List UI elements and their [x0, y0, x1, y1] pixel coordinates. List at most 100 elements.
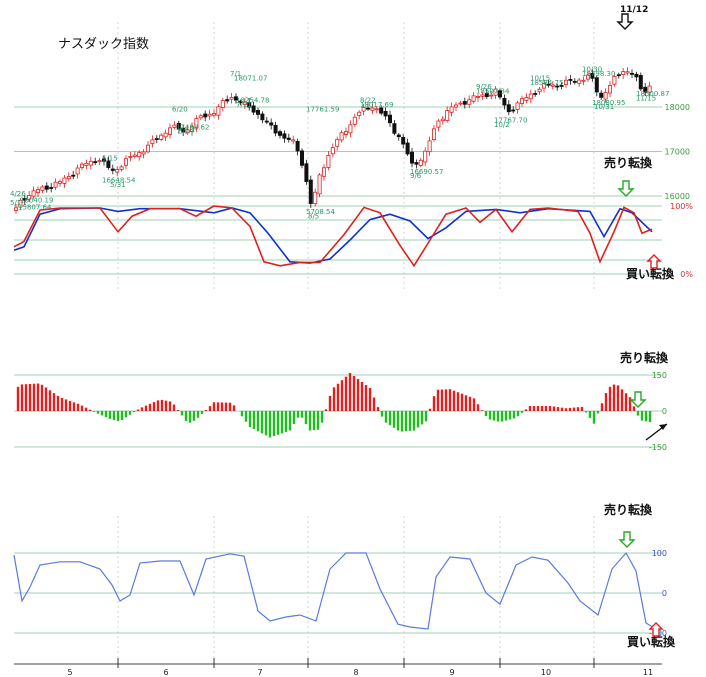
candle-body	[427, 140, 432, 153]
candle-body	[106, 160, 111, 168]
price-annotation: 18584.75	[530, 79, 563, 87]
candle-body	[31, 190, 36, 197]
candle-body	[352, 116, 357, 125]
positive-bar	[324, 409, 328, 411]
negative-bar	[412, 411, 416, 431]
candle-body	[405, 142, 410, 155]
price-annotation: 18798.30	[582, 70, 615, 78]
candle-body	[590, 72, 595, 79]
price-annotation: 18500.87	[636, 90, 669, 98]
price-annotation: 10/15	[530, 74, 550, 82]
positive-bar	[468, 396, 472, 411]
candle-body	[493, 88, 498, 96]
diagonal-arrow-head	[659, 424, 667, 430]
negative-bar	[104, 411, 108, 418]
candle-body	[62, 177, 67, 184]
candle-body	[361, 107, 366, 112]
positive-bar	[32, 383, 36, 411]
oscillator-line	[13, 551, 657, 630]
negative-bar	[596, 411, 600, 414]
candle-body	[264, 120, 269, 123]
positive-bar	[152, 402, 156, 411]
candle-body	[572, 80, 577, 83]
negative-bar	[292, 411, 296, 425]
price-annotation: 17767.70	[494, 117, 527, 125]
candle-body	[445, 110, 450, 121]
positive-bar	[208, 406, 212, 411]
candle-body	[216, 106, 221, 116]
negative-bar	[192, 411, 196, 421]
candle-body	[608, 85, 613, 94]
positive-bar	[540, 405, 544, 411]
price-annotation: 16040.19	[20, 197, 53, 205]
negative-bar	[128, 411, 132, 415]
candle-body	[568, 79, 573, 81]
candle-body	[172, 124, 177, 128]
positive-bar	[340, 380, 344, 411]
positive-bar	[448, 389, 452, 411]
candle-body	[462, 101, 467, 105]
candle-body	[124, 158, 129, 166]
candle-body	[431, 128, 436, 141]
candle-body	[308, 179, 313, 204]
positive-bar	[536, 405, 540, 411]
positive-bar	[136, 409, 140, 411]
positive-bar	[156, 400, 160, 411]
candle-body	[198, 115, 203, 119]
positive-bar	[524, 409, 528, 411]
candle-body	[621, 71, 626, 75]
candle-body	[546, 83, 551, 86]
negative-bar	[644, 411, 648, 422]
price-annotation: 11/15	[636, 94, 656, 102]
price-annotation: 16690.57	[410, 168, 443, 176]
negative-bar	[640, 411, 644, 421]
negative-bar	[484, 411, 488, 417]
positive-bar	[528, 405, 532, 411]
candle-body	[269, 122, 274, 126]
month-separators	[117, 22, 595, 668]
positive-bar	[612, 384, 616, 411]
candle-body	[559, 85, 564, 87]
positive-bar	[56, 395, 60, 411]
positive-bar	[20, 384, 24, 411]
buy-signal-label-panel2: 買い転換	[626, 266, 675, 281]
negative-bar	[416, 411, 420, 428]
price-annotation: 5/31	[110, 181, 126, 189]
negative-bar	[120, 411, 124, 421]
negative-bar	[588, 411, 592, 419]
negative-bar	[492, 411, 496, 421]
negative-bar	[96, 411, 100, 414]
candle-body	[181, 127, 186, 133]
price-annotation: 18017.69	[360, 101, 393, 109]
negative-bar	[648, 411, 652, 423]
price-tick-label: 17000	[665, 148, 690, 157]
candle-body	[260, 113, 265, 121]
price-annotation: 18254.78	[236, 97, 269, 105]
positive-bar	[628, 397, 632, 411]
negative-bar	[512, 411, 516, 419]
positive-bar	[472, 398, 476, 411]
positive-bar	[616, 385, 620, 411]
positive-bar	[80, 405, 84, 411]
month-label: 11	[643, 668, 653, 677]
negative-bar	[408, 411, 412, 431]
candle-body	[387, 114, 392, 124]
candle-body	[185, 129, 190, 134]
positive-bar	[568, 407, 572, 411]
candle-body	[132, 154, 137, 157]
negative-bar	[284, 411, 288, 432]
candle-body	[273, 124, 278, 134]
price-annotation: 10/30	[582, 65, 602, 73]
candle-body	[533, 93, 538, 95]
candle-body	[13, 207, 18, 211]
positive-bar	[88, 409, 92, 411]
positive-bar	[460, 393, 464, 411]
candle-body	[564, 79, 569, 85]
candle-body	[36, 189, 41, 194]
positive-bar	[456, 392, 460, 411]
negative-bar	[584, 411, 588, 413]
candle-body	[313, 191, 318, 205]
negative-bar	[516, 411, 520, 417]
negative-bar	[188, 411, 192, 423]
positive-bar	[168, 401, 172, 411]
